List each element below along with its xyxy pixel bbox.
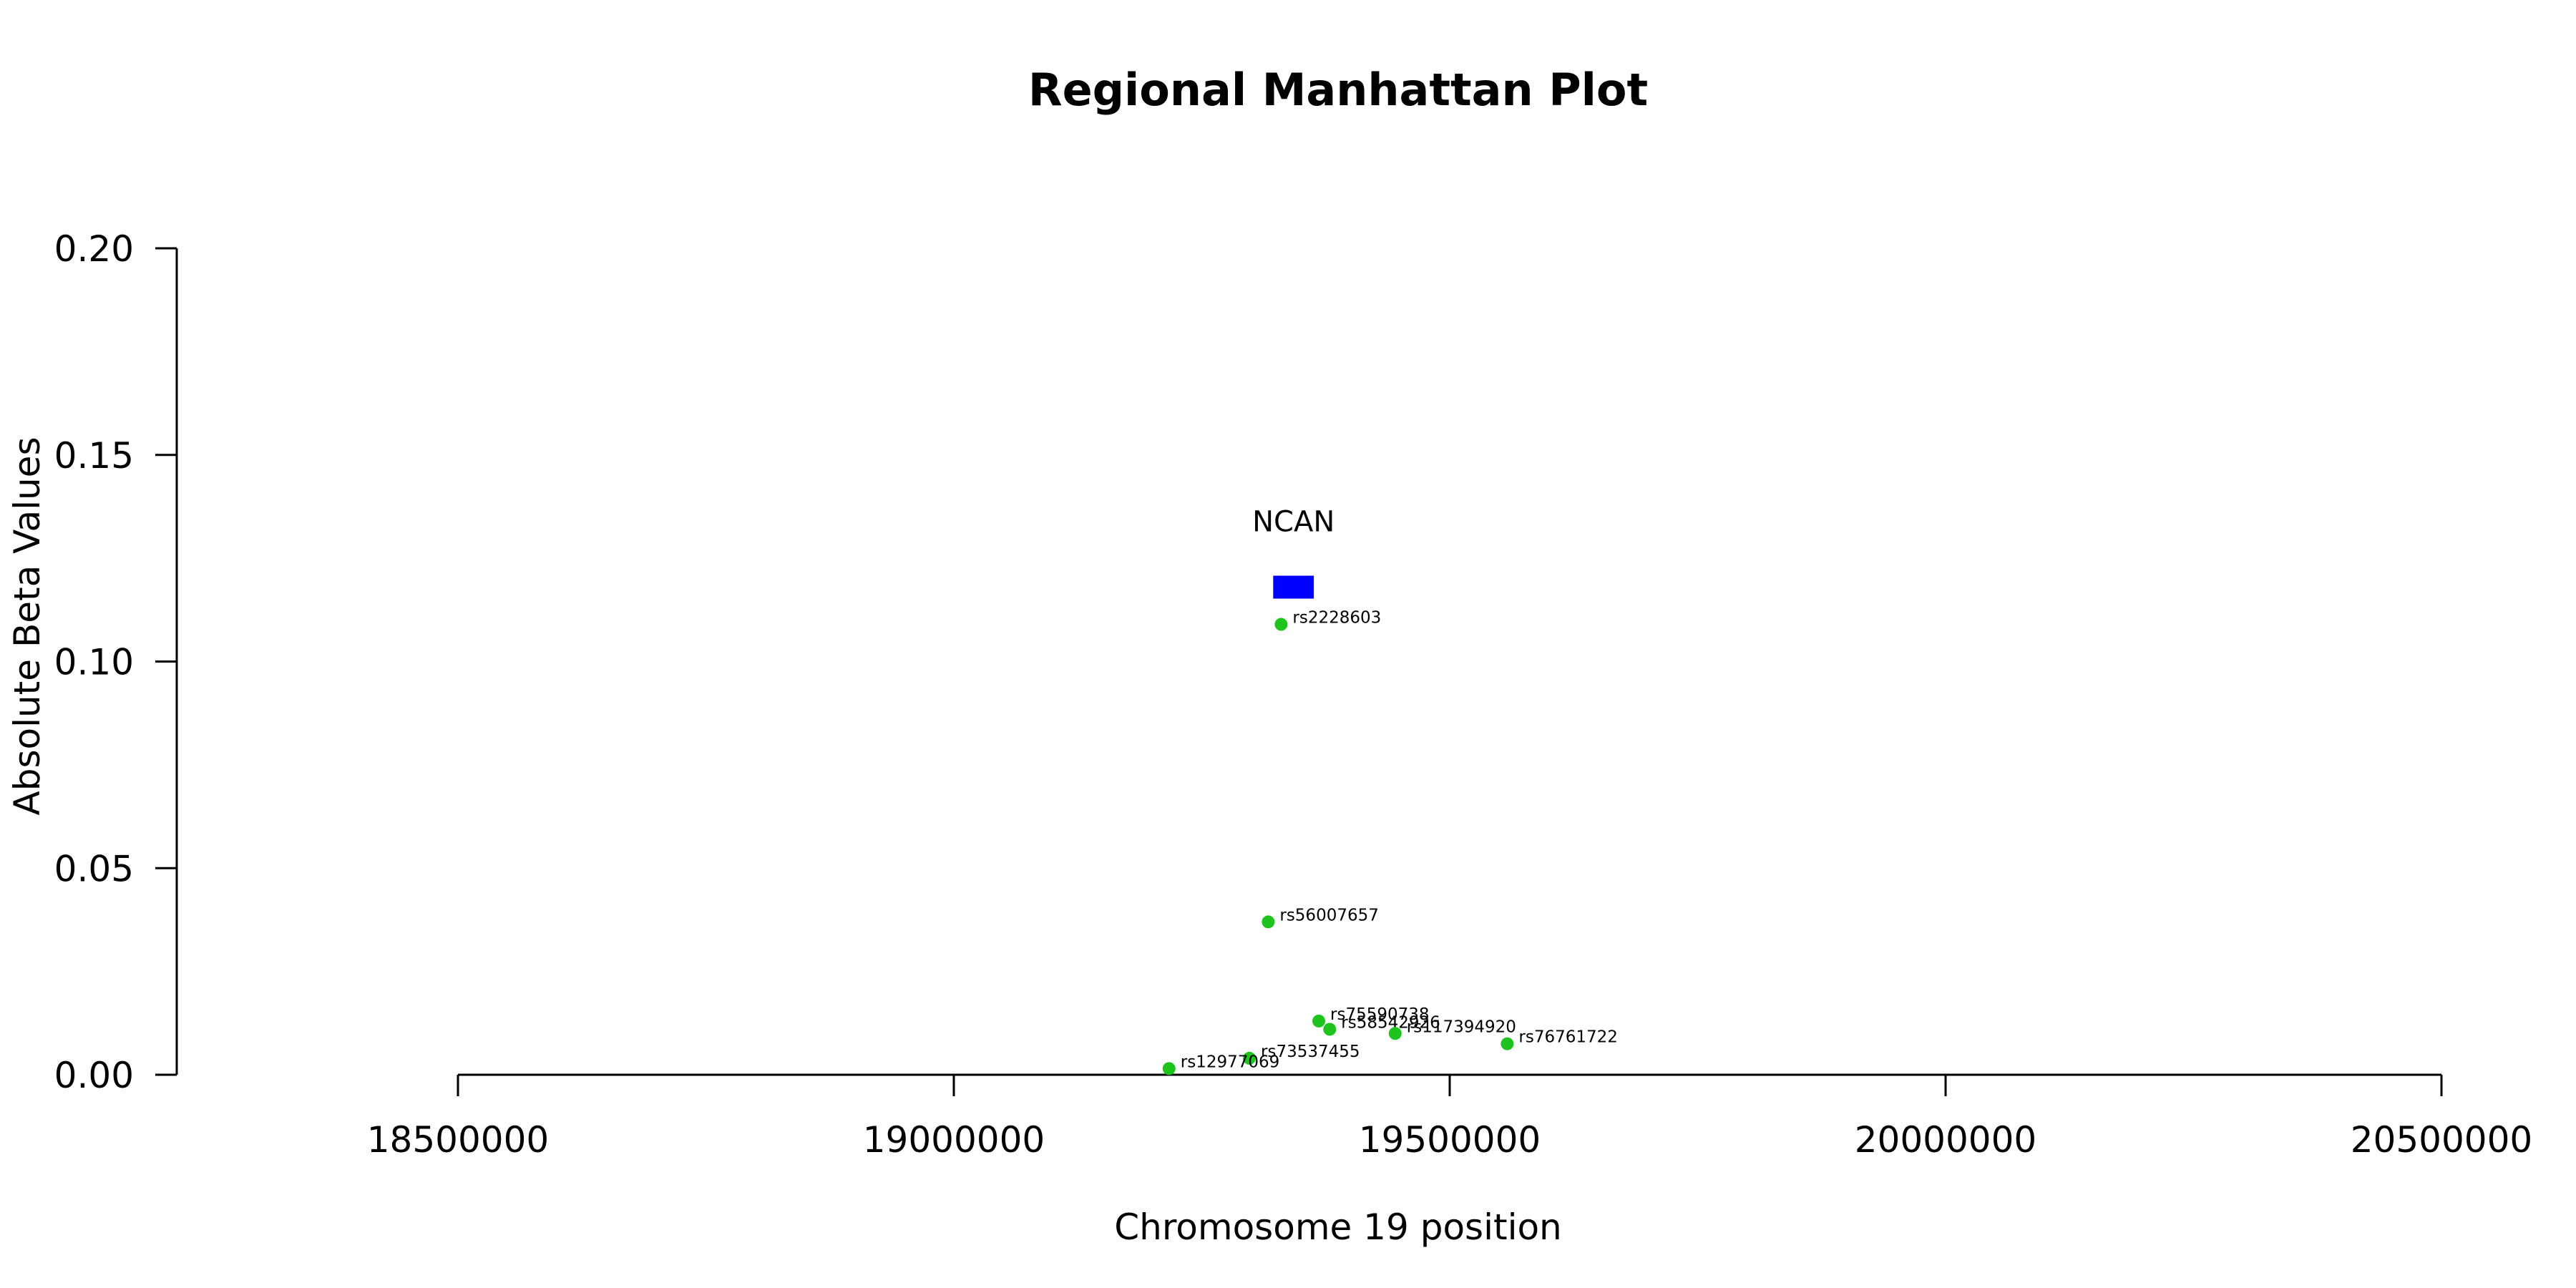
x-tick-label: 20000000: [1855, 1119, 2037, 1161]
snp-label: rs76761722: [1518, 1028, 1618, 1047]
x-tick-label: 20500000: [2351, 1119, 2533, 1161]
snp-label: rs73537455: [1261, 1043, 1360, 1061]
snp-point: [1274, 618, 1288, 631]
snp-label: rs2228603: [1292, 609, 1381, 628]
snp-label: rs117394920: [1407, 1018, 1516, 1036]
gene-label: NCAN: [1252, 506, 1335, 539]
x-axis: 18500000 19000000 19500000 20000000 20500000: [367, 1073, 2533, 1161]
gene-box: [1273, 575, 1314, 599]
y-axis-label: Absolute Beta Values: [6, 437, 48, 816]
snp-point: [1162, 1062, 1176, 1075]
snp-point: [1312, 1014, 1326, 1028]
snp-label: rs56007657: [1279, 906, 1379, 924]
snp-point: [1262, 915, 1275, 929]
y-axis: 0.00 0.05 0.10 0.15 0.20: [54, 228, 178, 1096]
y-tick-label: 0.20: [54, 228, 134, 270]
snp-point: [1323, 1023, 1337, 1036]
gene-track: NCAN: [1252, 506, 1335, 599]
x-axis-label: Chromosome 19 position: [1114, 1206, 1562, 1248]
y-tick-label: 0.00: [54, 1055, 134, 1096]
y-tick-label: 0.10: [54, 642, 134, 683]
snp-points: rs2228603rs56007657rs75590738rs58542926r…: [1162, 609, 1618, 1075]
y-tick-label: 0.05: [54, 848, 134, 889]
x-tick-label: 18500000: [367, 1119, 550, 1161]
x-tick-label: 19000000: [863, 1119, 1045, 1161]
snp-point: [1243, 1051, 1257, 1065]
snp-label: rs75590738: [1330, 1005, 1430, 1024]
snp-label: rs12977069: [1181, 1053, 1280, 1071]
snp-point: [1388, 1027, 1402, 1040]
snp-point: [1501, 1037, 1514, 1050]
x-tick-label: 19500000: [1359, 1119, 1541, 1161]
chart-title: Regional Manhattan Plot: [1028, 64, 1648, 116]
y-tick-label: 0.15: [54, 435, 134, 477]
